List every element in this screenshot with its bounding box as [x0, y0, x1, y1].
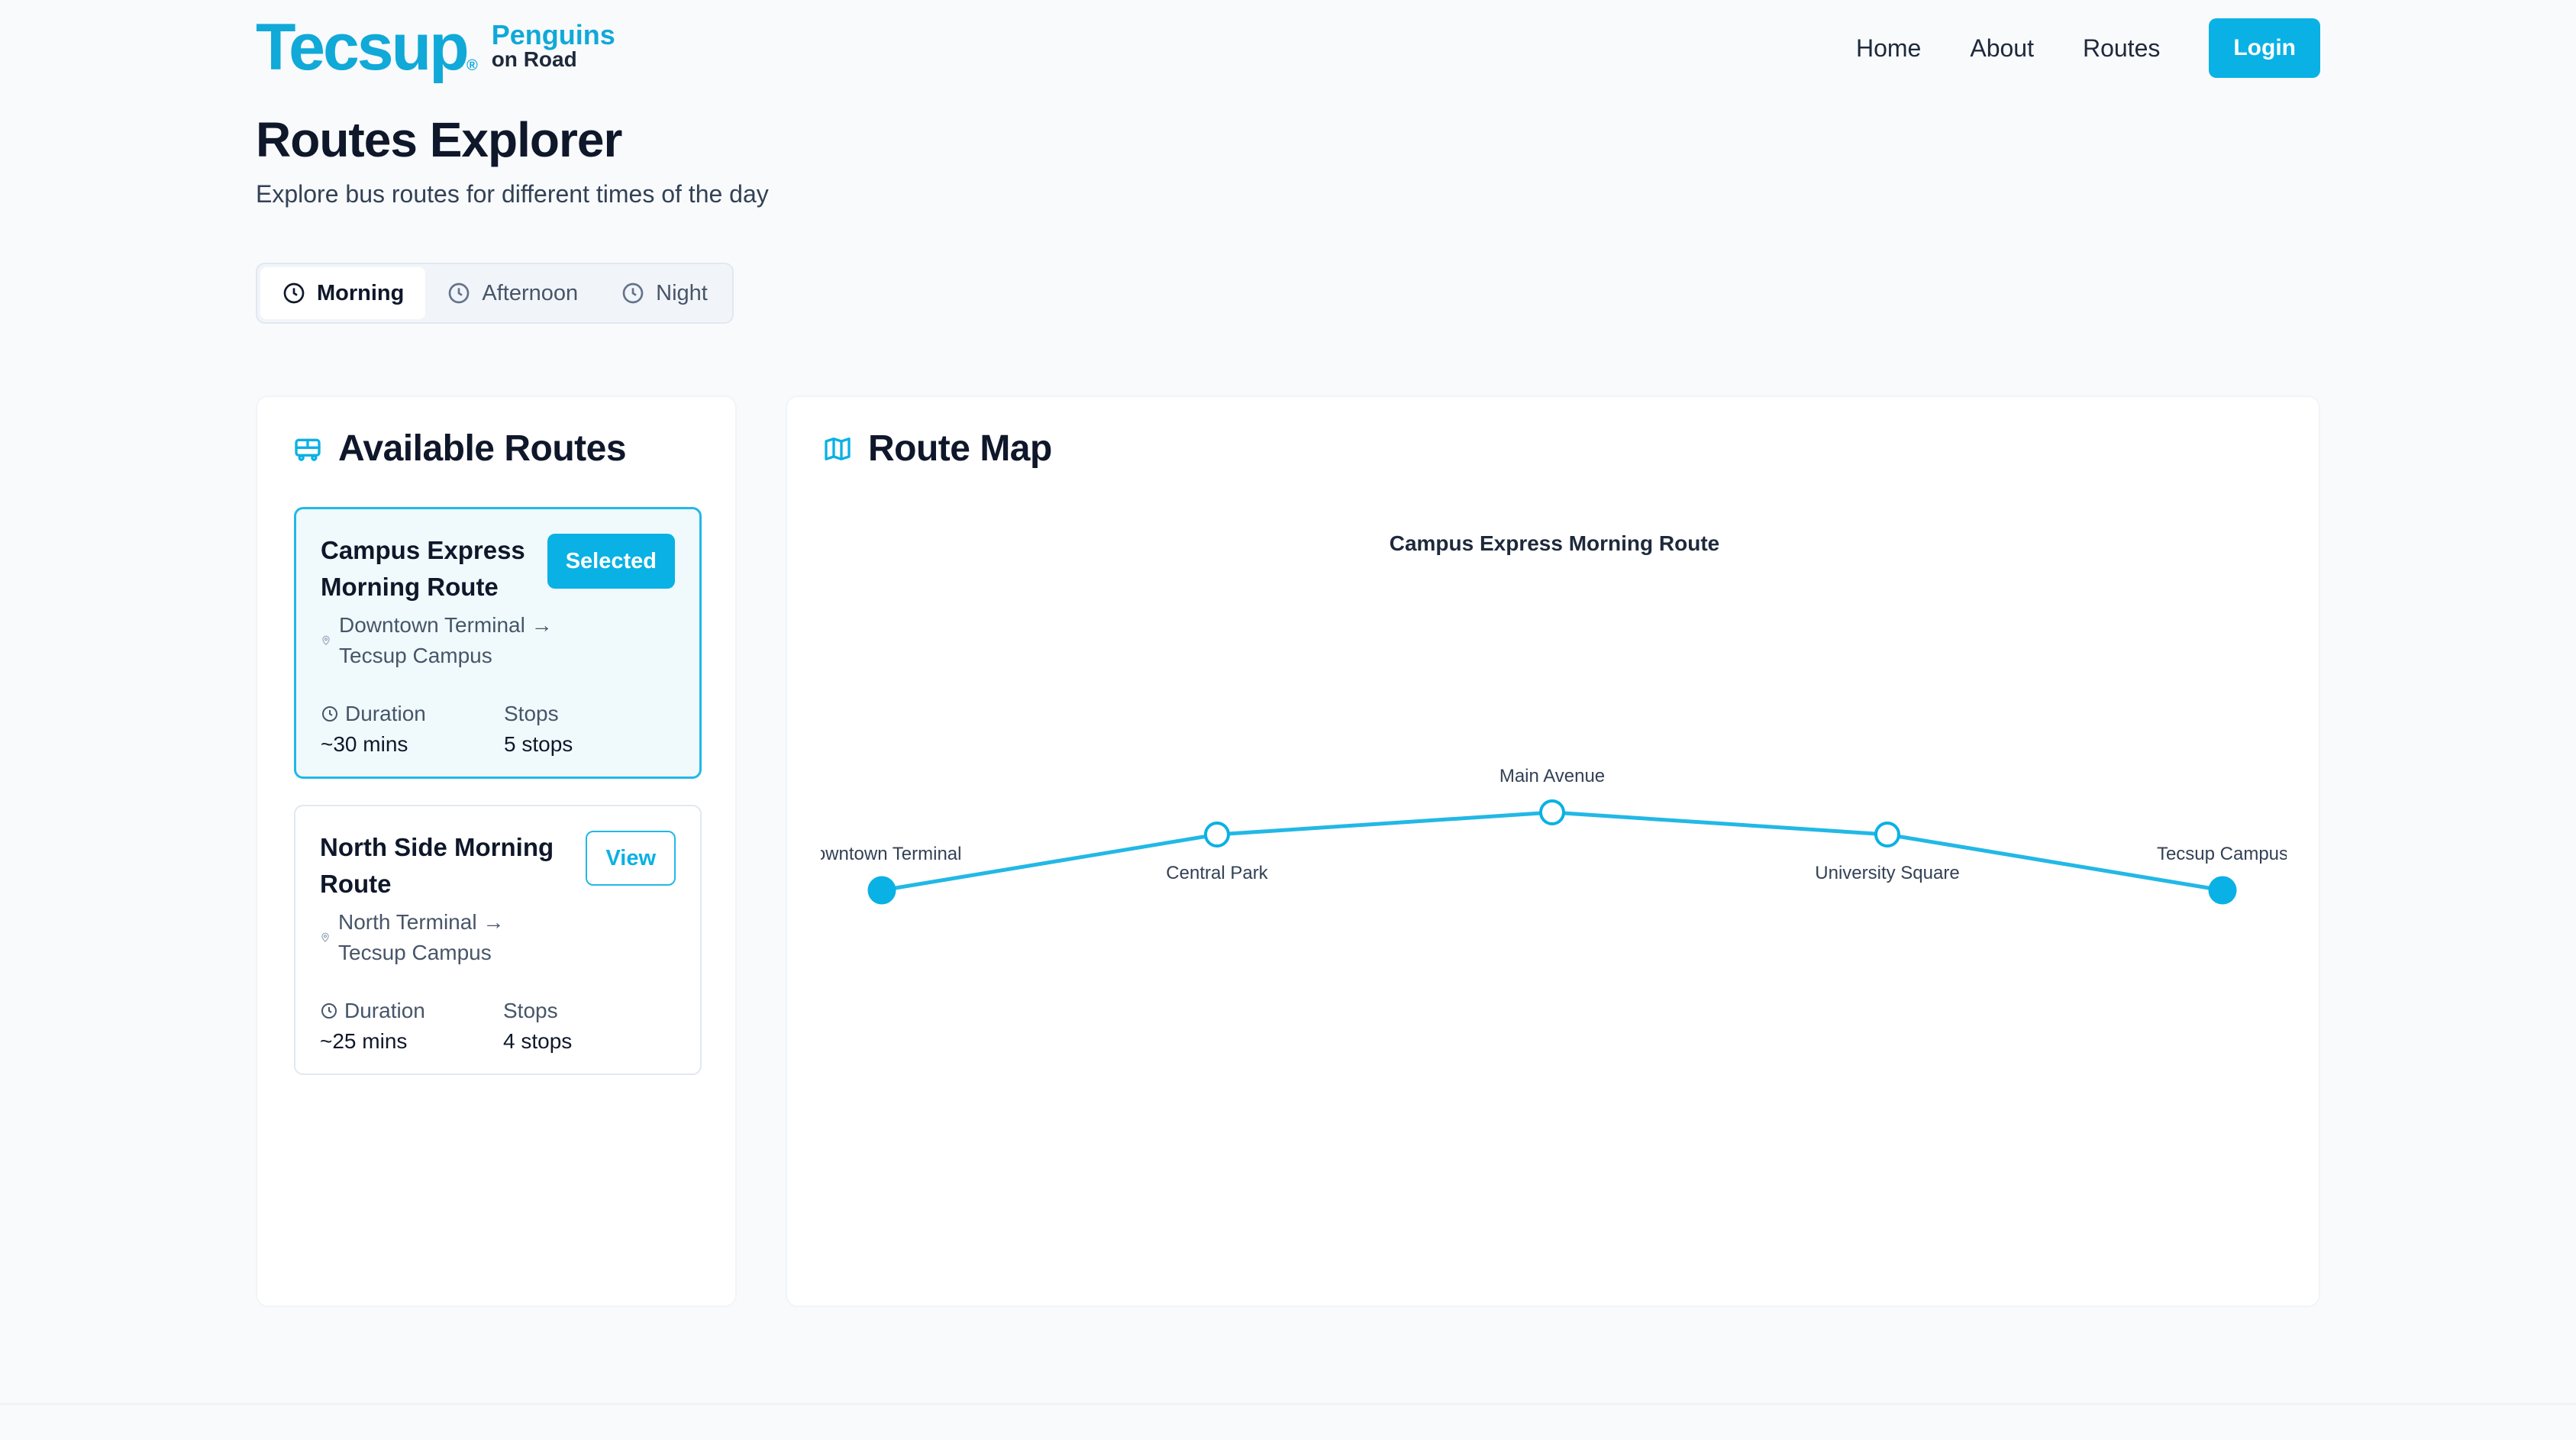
- stop-marker[interactable]: [2208, 876, 2237, 905]
- route-map-header: Route Map: [822, 428, 1052, 470]
- page-subtitle: Explore bus routes for different times o…: [256, 180, 769, 208]
- route-map-panel: Route Map Campus Express Morning Route D…: [786, 396, 2320, 1307]
- bus-icon: [295, 438, 321, 461]
- clock-icon: [321, 1003, 337, 1019]
- available-routes-panel: Available Routes Campus Express Morning …: [256, 396, 737, 1307]
- tab-label: Morning: [317, 280, 405, 305]
- route-meta: Duration ~30 mins Stops 5 stops: [321, 699, 687, 760]
- duration-value: ~30 mins: [321, 732, 408, 756]
- duration-label: Duration: [344, 999, 425, 1022]
- logo-tagline: Penguins on Road: [491, 19, 615, 71]
- clock-icon: [322, 706, 337, 722]
- time-of-day-tabs: Morning Afternoon Night: [256, 263, 734, 324]
- tab-label: Night: [656, 280, 708, 305]
- route-map-title: Campus Express Morning Route: [1389, 531, 1720, 555]
- tab-night[interactable]: Night: [599, 267, 729, 319]
- stop-label: Downtown Terminal: [802, 844, 962, 864]
- login-button[interactable]: Login: [2209, 18, 2320, 78]
- nav-routes-link[interactable]: Routes: [2082, 34, 2161, 62]
- stops-value: 4 stops: [503, 1029, 573, 1053]
- stop-marker[interactable]: [1539, 799, 1565, 825]
- clock-icon: [449, 283, 470, 304]
- nav-about-link[interactable]: About: [1970, 34, 2034, 62]
- route-diagram[interactable]: Downtown Terminal Central Park Main Avenue…: [787, 397, 2322, 1306]
- logo-wordmark: Tecsup ®: [256, 11, 478, 84]
- clock-icon: [283, 283, 305, 304]
- route-name: Campus Express Morning Route: [321, 536, 525, 601]
- selected-button[interactable]: Selected: [547, 534, 675, 589]
- panel-title: Available Routes: [338, 428, 627, 469]
- page-title: Routes Explorer: [256, 112, 622, 167]
- logo[interactable]: Tecsup ® Penguins on Road: [256, 11, 615, 87]
- tab-label: Afternoon: [482, 280, 579, 305]
- available-routes-header: Available Routes: [292, 428, 627, 470]
- route-card-north-side[interactable]: North Side Morning Route View North Term…: [294, 805, 702, 1075]
- header: Tecsup ® Penguins on Road Home About Rout…: [256, 0, 2320, 99]
- route-card-campus-express[interactable]: Campus Express Morning Route Selected Do…: [294, 507, 702, 779]
- clock-icon: [622, 283, 644, 304]
- tab-afternoon[interactable]: Afternoon: [425, 267, 599, 319]
- stop-marker[interactable]: [867, 876, 896, 905]
- route-path: Downtown Terminal → Tecsup Campus: [321, 610, 560, 671]
- stops-label: Stops: [504, 702, 559, 725]
- view-button[interactable]: View: [586, 831, 676, 886]
- stops-label: Stops: [503, 999, 558, 1022]
- duration-label: Duration: [345, 702, 426, 725]
- stop-marker[interactable]: [1874, 822, 1900, 848]
- duration-value: ~25 mins: [320, 1029, 408, 1053]
- panel-title: Route Map: [868, 428, 1052, 469]
- route-path: North Terminal → Tecsup Campus: [320, 907, 560, 968]
- stop-label: University Square: [1815, 863, 1959, 883]
- map-pin-icon: [322, 635, 330, 646]
- map-icon: [825, 437, 851, 460]
- map-pin-icon: [321, 932, 329, 943]
- tab-morning[interactable]: Morning: [260, 267, 426, 319]
- stop-marker[interactable]: [1204, 822, 1230, 848]
- stops-value: 5 stops: [504, 732, 573, 756]
- footer-divider: [0, 1403, 2576, 1405]
- route-meta: Duration ~25 mins Stops 4 stops: [320, 996, 686, 1057]
- stop-label: Main Avenue: [1499, 766, 1605, 786]
- main-nav: Home About Routes Login: [1856, 18, 2320, 78]
- nav-home-link[interactable]: Home: [1855, 34, 1922, 62]
- stop-label: Central Park: [1166, 863, 1268, 883]
- route-name: North Side Morning Route: [320, 833, 554, 898]
- stop-label: Tecsup Campus: [2157, 844, 2288, 864]
